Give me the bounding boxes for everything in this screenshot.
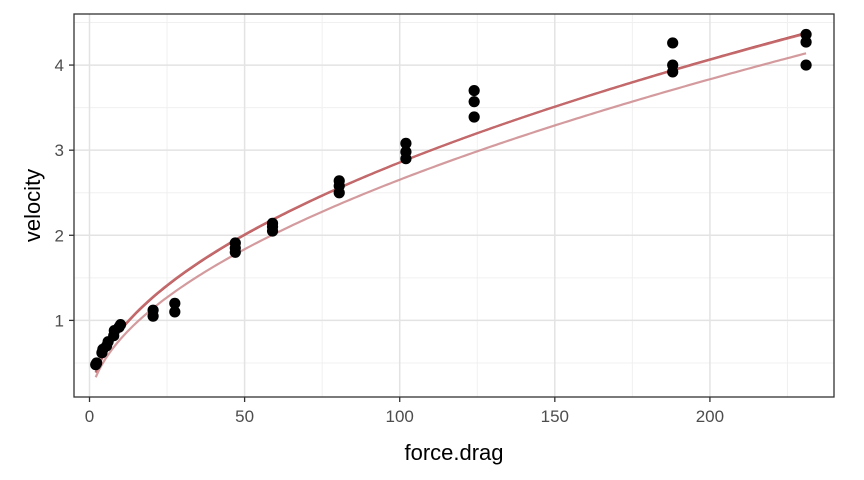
data-point — [667, 37, 678, 48]
data-point — [667, 59, 678, 70]
data-point — [800, 29, 811, 40]
data-point — [334, 175, 345, 186]
data-point — [267, 218, 278, 229]
y-tick-label: 4 — [55, 56, 64, 75]
data-point — [115, 319, 126, 330]
data-point — [800, 59, 811, 70]
data-point — [91, 357, 102, 368]
x-tick-label: 0 — [85, 407, 94, 426]
data-point — [148, 305, 159, 316]
data-point — [469, 111, 480, 122]
y-tick-label: 2 — [55, 226, 64, 245]
data-point — [400, 138, 411, 149]
y-axis-title: velocity — [20, 169, 45, 242]
data-point — [169, 298, 180, 309]
x-tick-label: 150 — [541, 407, 569, 426]
x-tick-label: 50 — [235, 407, 254, 426]
y-tick-label: 3 — [55, 141, 64, 160]
y-tick-label: 1 — [55, 311, 64, 330]
x-tick-label: 200 — [696, 407, 724, 426]
data-point — [469, 85, 480, 96]
x-axis-title: force.drag — [404, 440, 503, 465]
x-tick-label: 100 — [386, 407, 414, 426]
data-point — [469, 96, 480, 107]
data-point — [230, 237, 241, 248]
